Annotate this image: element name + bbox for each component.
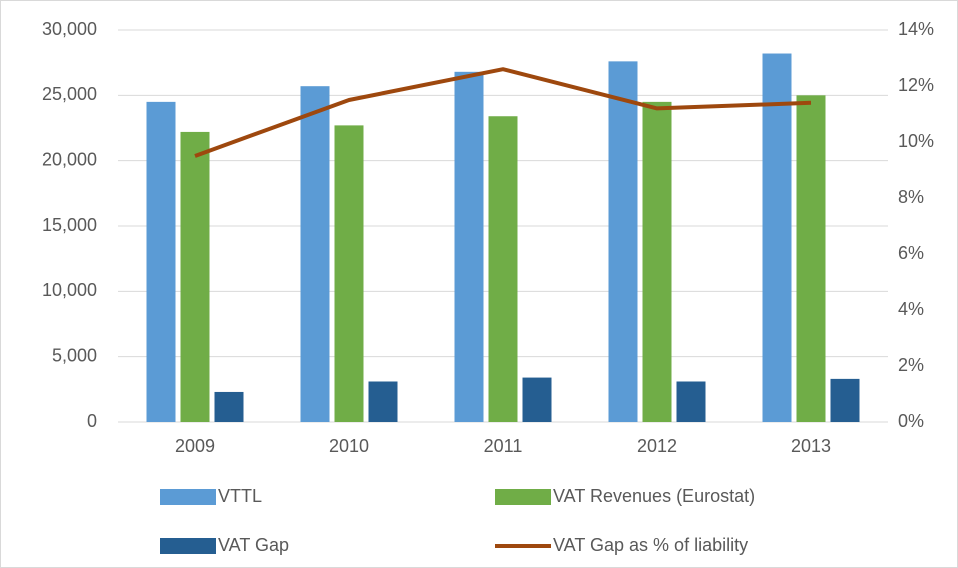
y-tick-label: 0 xyxy=(87,411,97,431)
y2-tick-label: 0% xyxy=(898,411,924,431)
y-tick-label: 15,000 xyxy=(42,215,97,235)
bar xyxy=(676,381,706,422)
y2-tick-label: 2% xyxy=(898,355,924,375)
bar xyxy=(300,86,330,422)
y2-tick-label: 8% xyxy=(898,187,924,207)
bar xyxy=(830,378,860,422)
legend-label: VAT Gap xyxy=(218,535,289,555)
bar xyxy=(796,95,826,422)
bar xyxy=(180,131,210,423)
bar xyxy=(608,61,638,423)
bar xyxy=(214,391,244,422)
legend-swatch xyxy=(160,538,216,554)
bar xyxy=(454,71,484,423)
legend-label: VAT Gap as % of liability xyxy=(553,535,748,555)
x-tick-label: 2011 xyxy=(484,436,523,456)
bar xyxy=(146,101,176,422)
y2-tick-label: 14% xyxy=(898,19,934,39)
legend-label: VTTL xyxy=(218,486,262,506)
line xyxy=(194,67,812,158)
legend-swatch xyxy=(160,489,216,505)
legend-label: VAT Revenues (Eurostat) xyxy=(553,486,755,506)
bar xyxy=(642,101,672,422)
bar xyxy=(368,381,398,422)
x-tick-label: 2009 xyxy=(175,436,215,456)
y2-tick-label: 6% xyxy=(898,243,924,263)
legend-swatch xyxy=(495,489,551,505)
y-tick-label: 25,000 xyxy=(42,84,97,104)
x-tick-label: 2010 xyxy=(329,436,369,456)
y-tick-label: 5,000 xyxy=(52,345,97,365)
x-tick-label: 2013 xyxy=(791,436,831,456)
bar xyxy=(488,116,518,423)
y2-tick-label: 12% xyxy=(898,75,934,95)
y-tick-label: 10,000 xyxy=(42,280,97,300)
bar xyxy=(522,377,552,422)
y-tick-label: 20,000 xyxy=(42,149,97,169)
y2-tick-label: 4% xyxy=(898,299,924,319)
bar xyxy=(334,125,364,423)
y2-tick-label: 10% xyxy=(898,131,934,151)
x-tick-label: 2012 xyxy=(637,436,677,456)
y-tick-label: 30,000 xyxy=(42,19,97,39)
bar xyxy=(762,53,792,423)
